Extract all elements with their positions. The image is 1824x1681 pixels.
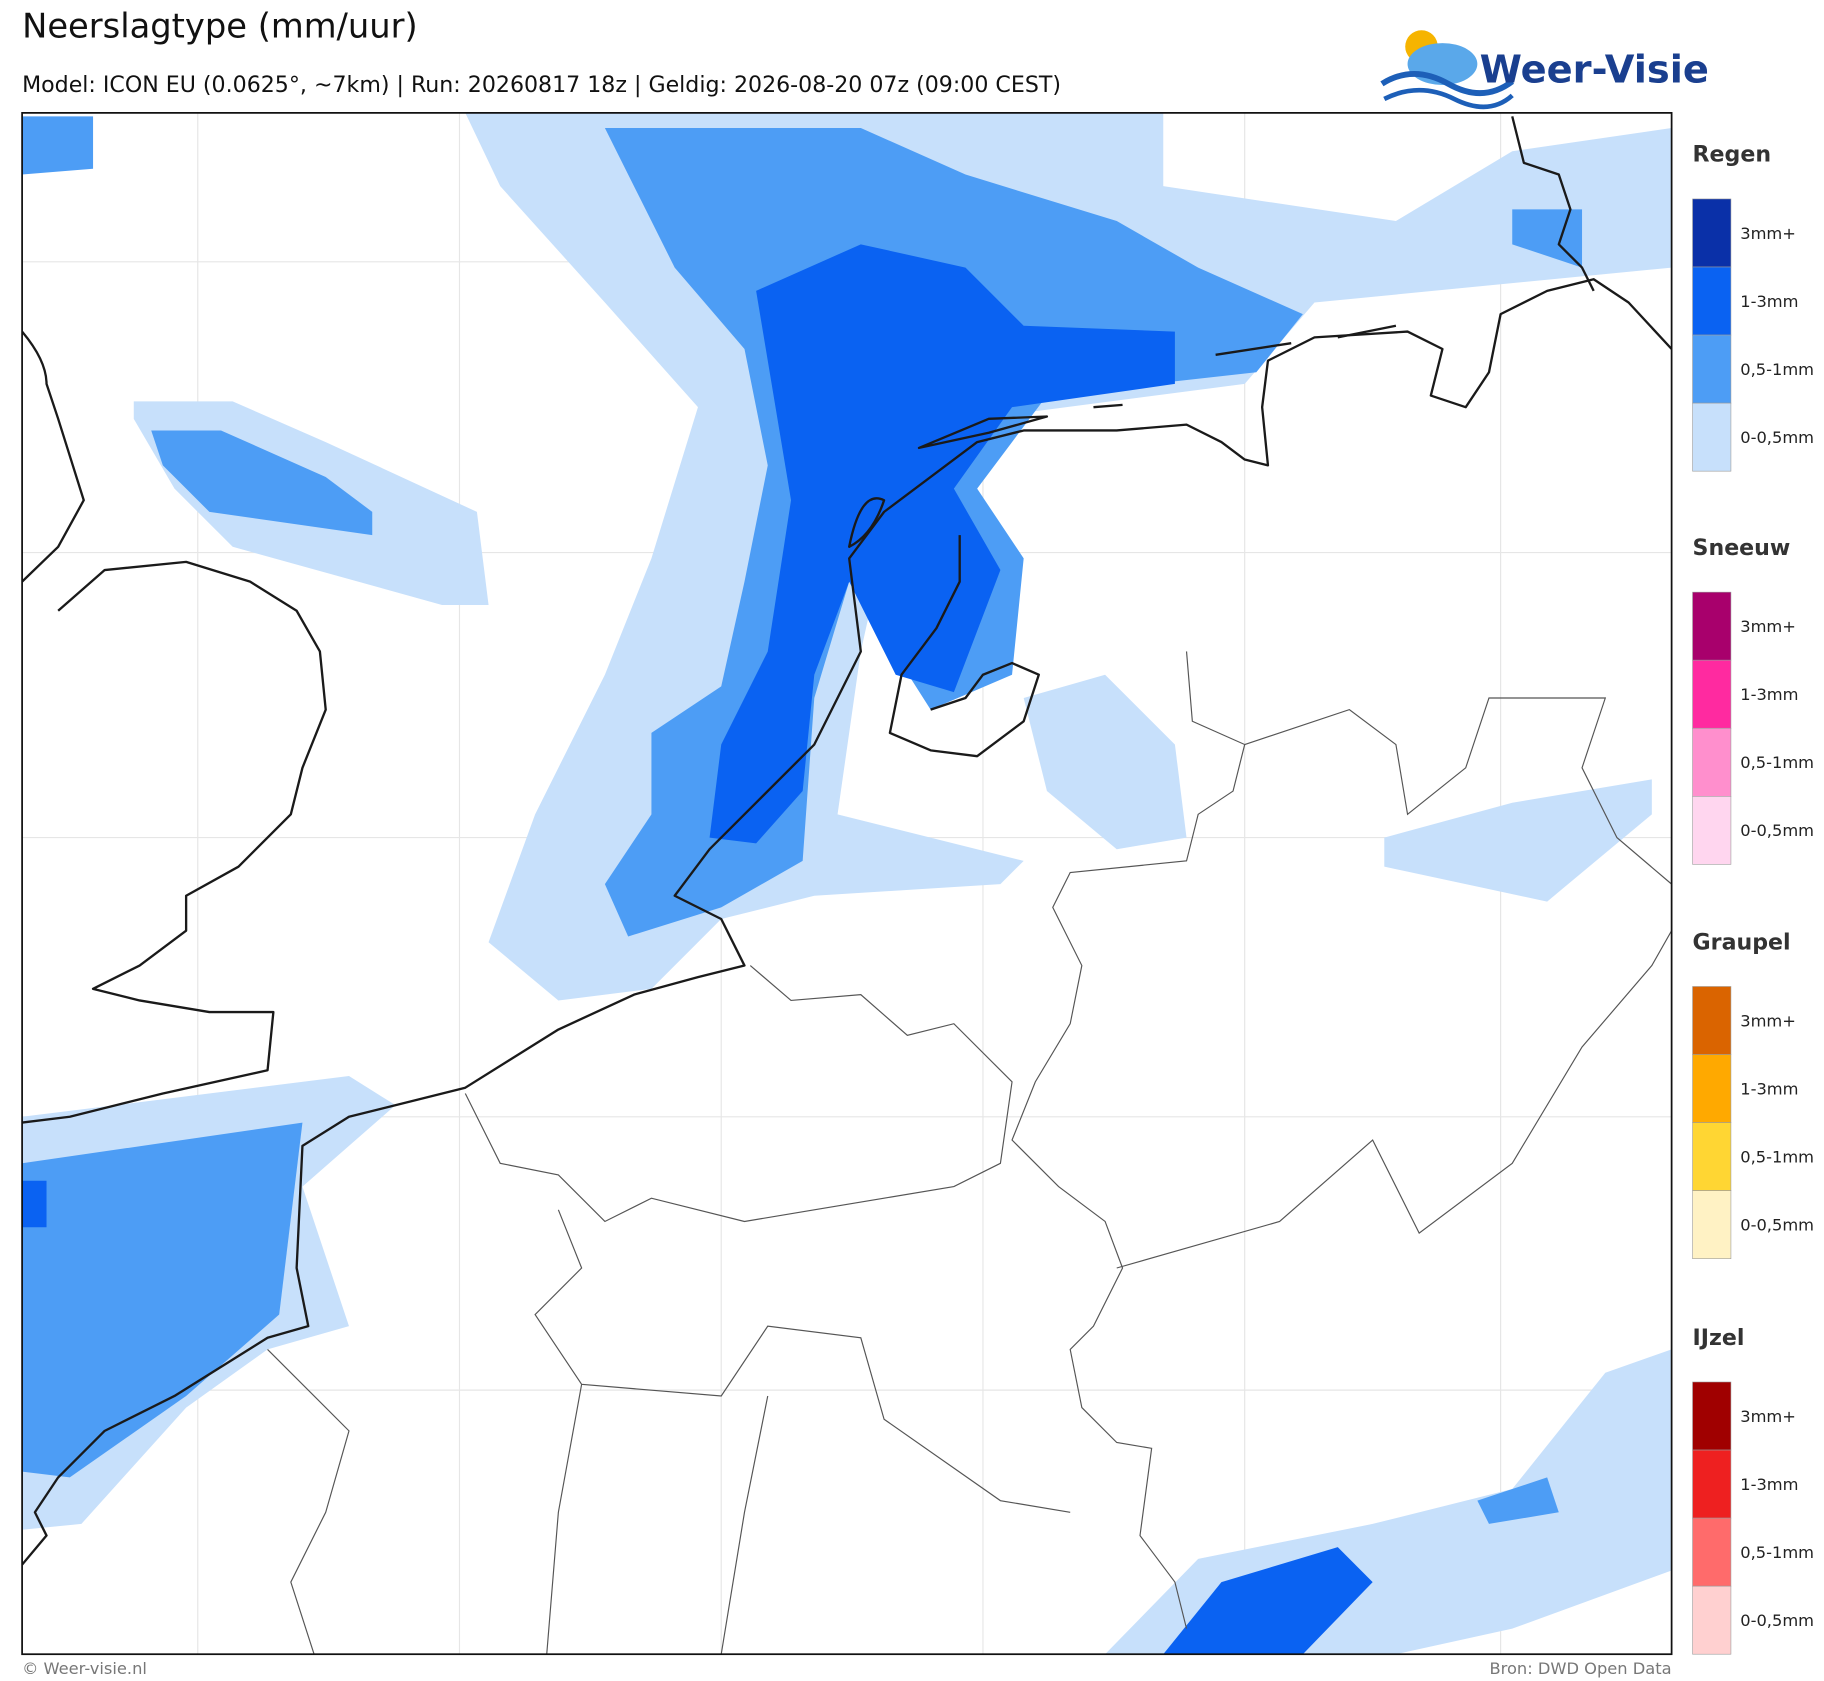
logo: Weer-Visie [1380, 30, 1709, 110]
rain-area [1384, 779, 1652, 902]
legend-group: IJzel 3mm+ 1-3mm 0,5-1mm 0-0,5mm [1692, 1325, 1814, 1655]
legend-group: Sneeuw 3mm+ 1-3mm 0,5-1mm 0-0,5mm [1692, 535, 1814, 865]
legend-label: 1-3mm [1740, 1475, 1798, 1494]
legend-swatch [1692, 1054, 1732, 1123]
border [267, 1349, 769, 1655]
logo-wave [1383, 87, 1514, 110]
legend-swatch [1692, 334, 1732, 404]
legend-swatch [1692, 1190, 1732, 1259]
legend-swatch [1692, 727, 1732, 797]
legend-label: 0,5-1mm [1740, 753, 1814, 772]
legend-group: Regen 3mm+ 1-3mm 0,5-1mm 0-0,5mm [1692, 142, 1814, 472]
legend-swatch [1692, 1517, 1732, 1587]
legend-label: 3mm+ [1740, 224, 1796, 243]
rain-area [709, 244, 1175, 844]
rain-area [22, 1122, 303, 1478]
map-frame [21, 112, 1673, 1656]
legend-label: 0-0,5mm [1740, 428, 1814, 447]
coastline [22, 278, 1672, 1566]
border [534, 1209, 1071, 1513]
legend-title: Sneeuw [1693, 535, 1791, 561]
legend-swatch [1692, 198, 1732, 268]
legend-swatch [1692, 591, 1732, 661]
legend-swatch [1692, 266, 1732, 336]
rain-area [22, 1180, 47, 1228]
legend-label: 0-0,5mm [1740, 1611, 1814, 1630]
legend-title: IJzel [1693, 1325, 1745, 1351]
legend: Regen 3mm+ 1-3mm 0,5-1mm 0-0,5mm Sneeuw 3mm+ 1-… [1692, 142, 1814, 1655]
legend-label: 0-0,5mm [1740, 821, 1814, 840]
island [848, 324, 1397, 548]
logo-wave [1380, 71, 1515, 97]
legend-label: 1-3mm [1740, 292, 1798, 311]
rain-area [151, 430, 373, 536]
legend-swatch [1692, 1585, 1732, 1655]
legend-label: 3mm+ [1740, 617, 1796, 636]
rain-area [22, 116, 94, 175]
legend-swatch [1692, 796, 1732, 865]
legend-swatch [1692, 402, 1732, 472]
legend-label: 0-0,5mm [1740, 1215, 1814, 1234]
rain-area [1163, 1547, 1373, 1655]
footer-source: Bron: DWD Open Data [1489, 1659, 1671, 1678]
legend-label: 1-3mm [1740, 1079, 1798, 1098]
precipitation [22, 112, 1672, 1655]
coastline [22, 330, 85, 583]
legend-title: Graupel [1693, 929, 1791, 955]
coastline [888, 535, 1040, 758]
map [22, 112, 1672, 1655]
legend-title: Regen [1693, 142, 1772, 168]
legend-label: 3mm+ [1740, 1407, 1796, 1426]
coastline [1511, 116, 1595, 292]
borders [267, 651, 1672, 1655]
subtitle: Model: ICON EU (0.0625°, ~7km) | Run: 20… [22, 72, 1061, 98]
legend-swatch [1692, 986, 1732, 1055]
coastline [22, 560, 327, 1124]
footer-credit: © Weer-visie.nl [22, 1659, 147, 1678]
rain-area [1477, 1477, 1559, 1524]
legend-label: 0,5-1mm [1740, 360, 1814, 379]
legend-label: 0,5-1mm [1740, 1147, 1814, 1166]
legend-label: 3mm+ [1740, 1011, 1796, 1030]
legend-swatch [1692, 1449, 1732, 1519]
border [1244, 697, 1672, 885]
border [1011, 651, 1246, 1629]
legend-swatch [1692, 659, 1732, 729]
coastlines [22, 116, 1672, 1566]
logo-text: Weer-Visie [1480, 48, 1709, 93]
legend-group: Graupel 3mm+ 1-3mm 0,5-1mm 0-0,5mm [1692, 929, 1814, 1259]
legend-label: 1-3mm [1740, 685, 1798, 704]
title: Neerslagtype (mm/uur) [22, 6, 418, 45]
legend-label: 0,5-1mm [1740, 1543, 1814, 1562]
border [1116, 930, 1672, 1269]
legend-swatch [1692, 1381, 1732, 1451]
legend-swatch [1692, 1122, 1732, 1191]
border [464, 965, 1013, 1223]
